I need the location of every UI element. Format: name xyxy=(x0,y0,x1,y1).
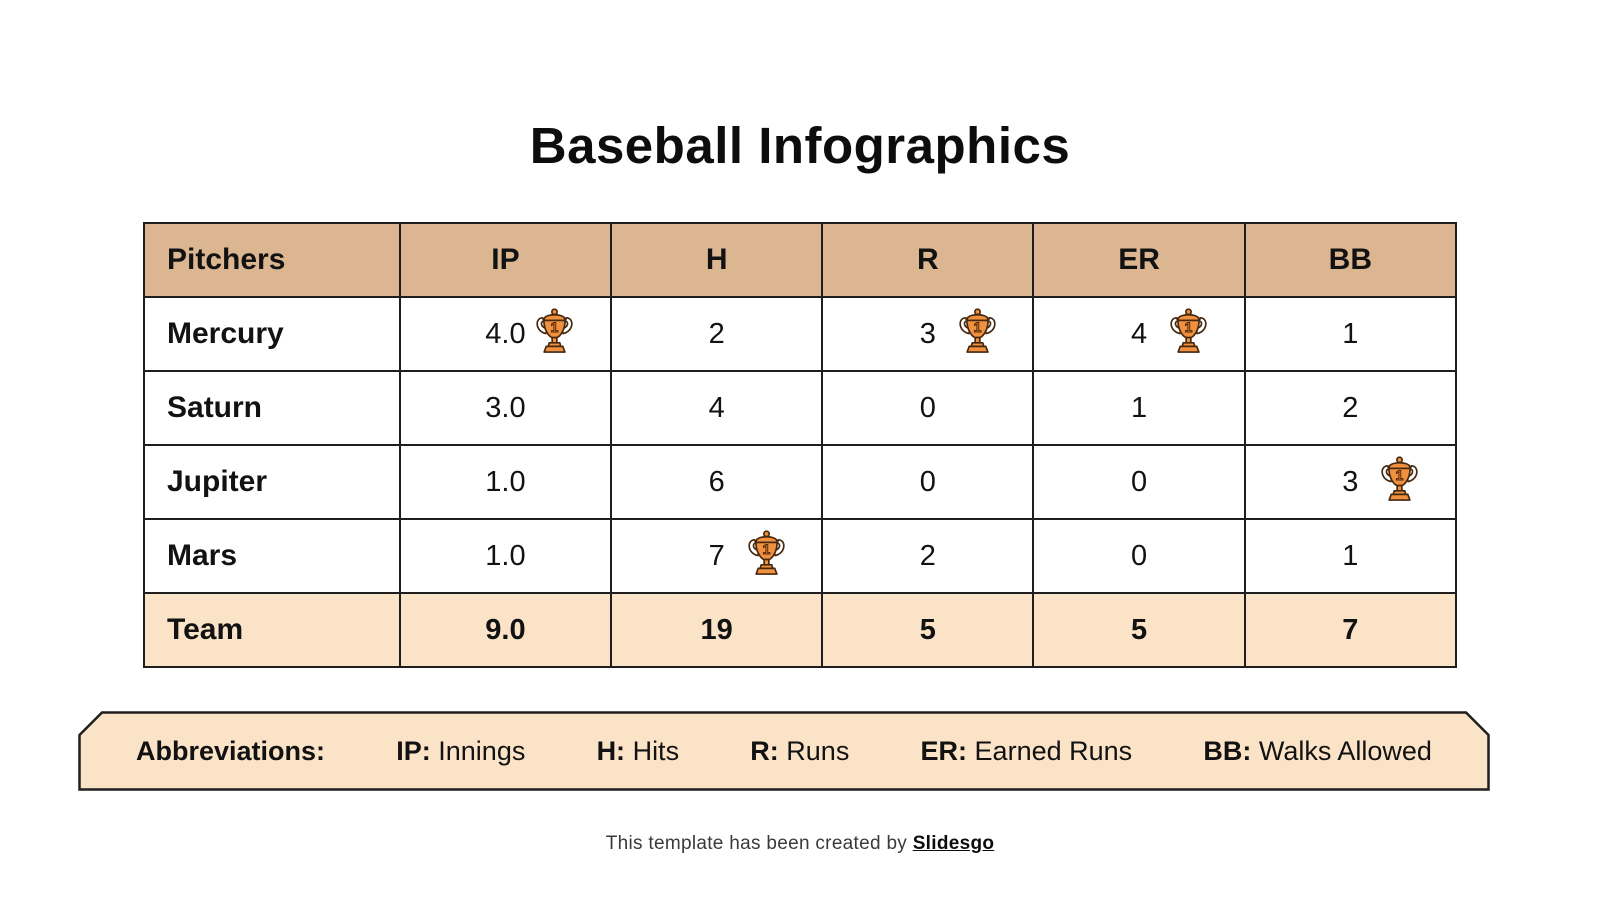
stat-value: 3 xyxy=(919,317,936,350)
stat-cell: 4 xyxy=(610,370,824,446)
stat-value: 1 xyxy=(1342,539,1359,572)
stat-cell: 1 xyxy=(1243,518,1458,594)
stat-value: 0 xyxy=(919,465,936,498)
stat-value: 0 xyxy=(1131,465,1148,498)
abbreviation-key: H: xyxy=(596,735,626,766)
stat-value: 1.0 xyxy=(485,539,526,572)
stat-value: 4 xyxy=(708,391,725,424)
stat-value: 0 xyxy=(1131,539,1148,572)
stat-cell: 0 xyxy=(821,444,1035,520)
svg-text:1: 1 xyxy=(551,320,559,336)
table-row-mars: Mars 1.0 7 1 2 0 1 xyxy=(143,518,1458,594)
stat-cell: 3 1 xyxy=(821,296,1035,372)
abbreviations-bar: Abbreviations: IP: Innings H: Hits R: Runs… xyxy=(78,711,1490,791)
trophy-icon: 1 xyxy=(959,308,996,353)
trophy-icon: 1 xyxy=(1170,308,1207,353)
team-label: Team xyxy=(143,592,401,668)
stat-value: 2 xyxy=(1342,391,1359,424)
stat-value: 1 xyxy=(1131,391,1148,424)
stat-value: 6 xyxy=(708,465,725,498)
stat-value: 7 xyxy=(708,539,725,572)
abbreviation-item-ip: IP: Innings xyxy=(396,735,526,766)
svg-text:1: 1 xyxy=(762,542,770,558)
pitcher-name: Jupiter xyxy=(143,444,401,520)
abbreviation-key: IP: xyxy=(396,735,431,766)
table-row-team-total: Team 9.0 19 5 5 7 xyxy=(143,592,1458,668)
column-header-pitchers: Pitchers xyxy=(143,222,401,298)
total-stat-cell: 19 xyxy=(610,592,824,668)
column-header-r: R xyxy=(821,222,1035,298)
stat-value: 1.0 xyxy=(485,465,526,498)
stat-value: 1 xyxy=(1342,317,1359,350)
stat-cell: 2 xyxy=(1243,370,1458,446)
pitcher-name: Mercury xyxy=(143,296,401,372)
stat-cell: 6 xyxy=(610,444,824,520)
abbreviation-key: BB: xyxy=(1203,735,1252,766)
stat-value: 3 xyxy=(1342,465,1359,498)
abbreviation-item-er: ER: Earned Runs xyxy=(920,735,1133,766)
trophy-icon: 1 xyxy=(748,530,785,575)
total-stat-cell: 5 xyxy=(821,592,1035,668)
total-stat-cell: 7 xyxy=(1243,592,1458,668)
column-header-ip: IP xyxy=(398,222,613,298)
table-row-jupiter: Jupiter 1.0 6 0 0 3 1 xyxy=(143,444,1458,520)
column-header-er: ER xyxy=(1032,222,1246,298)
stat-value: 2 xyxy=(919,539,936,572)
table-header-row: Pitchers IP H R ER BB xyxy=(143,222,1458,298)
svg-text:1: 1 xyxy=(973,320,981,336)
stat-cell: 0 xyxy=(1032,518,1246,594)
stat-cell: 1 xyxy=(1243,296,1458,372)
trophy-icon: 1 xyxy=(536,308,574,353)
stat-value: 0 xyxy=(919,391,936,424)
stat-cell: 3.0 xyxy=(398,370,613,446)
column-header-bb: BB xyxy=(1243,222,1458,298)
abbreviation-key: R: xyxy=(750,735,779,766)
stat-value: 4 xyxy=(1131,317,1148,350)
stat-cell: 1.0 xyxy=(398,444,613,520)
total-stat-cell: 5 xyxy=(1032,592,1246,668)
abbreviations-bar-shape xyxy=(78,711,1490,791)
stat-cell: 4.0 1 xyxy=(398,296,613,372)
column-header-h: H xyxy=(610,222,824,298)
pitcher-name: Mars xyxy=(143,518,401,594)
abbreviation-item-h: H: Hits xyxy=(596,735,680,766)
pitcher-name: Saturn xyxy=(143,370,401,446)
footer-credit: This template has been created by Slides… xyxy=(0,833,1600,855)
stat-cell: 4 1 xyxy=(1032,296,1246,372)
stat-cell: 3 1 xyxy=(1243,444,1458,520)
svg-text:1: 1 xyxy=(1185,320,1193,336)
abbreviation-key: ER: xyxy=(920,735,968,766)
stat-value: 3.0 xyxy=(485,391,526,424)
stat-cell: 0 xyxy=(821,370,1035,446)
trophy-icon: 1 xyxy=(1381,456,1418,501)
stat-cell: 7 1 xyxy=(610,518,824,594)
stat-value: 4.0 xyxy=(485,317,526,350)
stat-cell: 1.0 xyxy=(398,518,613,594)
stat-cell: 2 xyxy=(610,296,824,372)
stat-cell: 2 xyxy=(821,518,1035,594)
page-title: Baseball Infographics xyxy=(529,117,1071,175)
stat-cell: 1 xyxy=(1032,370,1246,446)
stat-cell: 0 xyxy=(1032,444,1246,520)
table-row-saturn: Saturn 3.0 4 0 1 2 xyxy=(143,370,1458,446)
abbreviations-label: Abbreviations: xyxy=(136,735,326,766)
footer-text: This template has been created by xyxy=(605,833,913,854)
svg-text:1: 1 xyxy=(1396,468,1404,484)
abbreviation-item-r: R: Runs xyxy=(750,735,850,766)
abbreviation-item-bb: BB: Walks Allowed xyxy=(1203,735,1432,766)
total-stat-cell: 9.0 xyxy=(398,592,613,668)
slidesgo-link[interactable]: Slidesgo xyxy=(912,833,995,854)
stat-value: 2 xyxy=(708,317,725,350)
